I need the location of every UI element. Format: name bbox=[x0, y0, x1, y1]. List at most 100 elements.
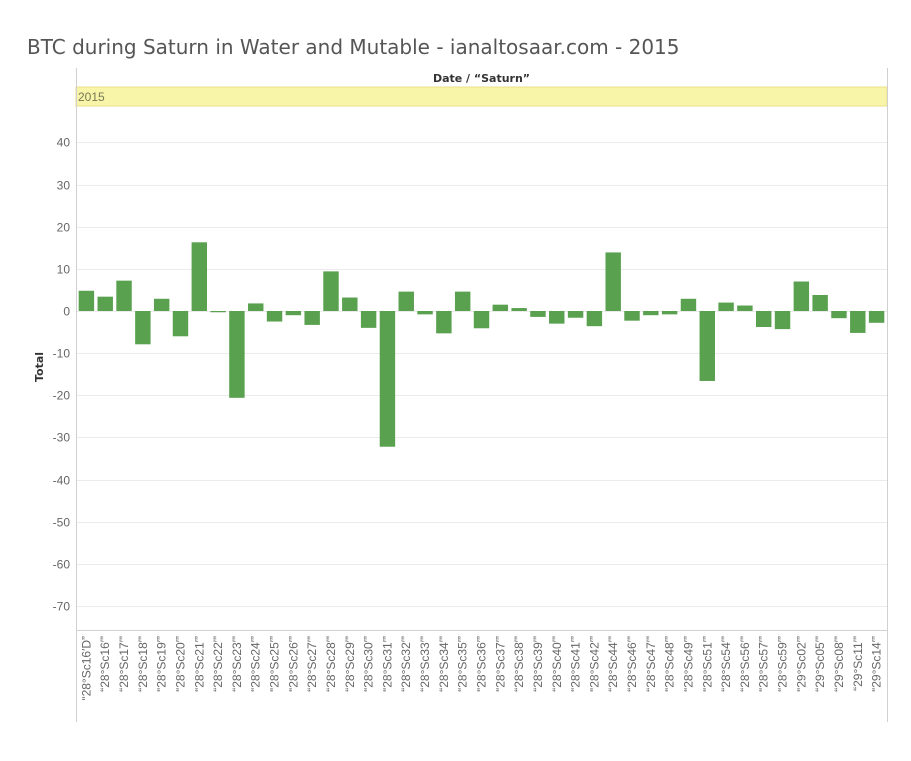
y-tick-label: 20 bbox=[57, 221, 71, 235]
x-tick-label: “28°Sc59′” bbox=[776, 636, 790, 692]
bar[interactable] bbox=[680, 298, 697, 311]
x-tick-label: “28°Sc18′” bbox=[136, 636, 150, 692]
y-tick-label: -30 bbox=[53, 431, 71, 445]
bar[interactable] bbox=[210, 311, 226, 313]
bar[interactable] bbox=[756, 311, 772, 328]
x-tick-label: “28°Sc33′” bbox=[418, 636, 432, 692]
x-tick-label: “28°Sc38′” bbox=[512, 636, 526, 692]
x-tick-label: “28°Sc54′” bbox=[719, 636, 733, 692]
bar[interactable] bbox=[718, 302, 734, 311]
year-band[interactable] bbox=[75, 86, 888, 107]
x-tick-label: “28°Sc47′” bbox=[644, 636, 658, 692]
bar[interactable] bbox=[135, 311, 151, 345]
bar[interactable] bbox=[436, 311, 452, 334]
x-tick-label: “28°Sc30′” bbox=[362, 636, 376, 692]
x-tick-label: “29°Sc11′” bbox=[851, 636, 865, 691]
y-tick-label: -70 bbox=[53, 600, 71, 614]
bar[interactable] bbox=[868, 311, 885, 323]
x-tick-label: “28°Sc56′” bbox=[738, 636, 752, 692]
y-tick-label: -60 bbox=[53, 558, 71, 572]
bar[interactable] bbox=[153, 298, 170, 311]
bar[interactable] bbox=[417, 311, 433, 315]
bar[interactable] bbox=[737, 305, 753, 311]
x-tick-label: “28°Sc23′” bbox=[230, 636, 244, 692]
x-tick-label: “28°Sc24′” bbox=[249, 636, 263, 692]
bar[interactable] bbox=[812, 294, 828, 311]
x-tick-label: “29°Sc14′” bbox=[870, 636, 884, 692]
bar[interactable] bbox=[304, 311, 320, 325]
bar[interactable] bbox=[248, 303, 264, 311]
x-tick-label: “28°Sc25′” bbox=[268, 636, 282, 692]
bar[interactable] bbox=[511, 308, 527, 311]
bar[interactable] bbox=[473, 311, 490, 329]
bar[interactable] bbox=[229, 311, 245, 398]
y-tick-label: 30 bbox=[57, 179, 71, 193]
bar[interactable] bbox=[549, 311, 565, 324]
column-header: Date / “Saturn” bbox=[433, 72, 530, 85]
column-header-area: Date / “Saturn” 2015 bbox=[75, 72, 888, 107]
x-tick-label: “28°Sc22′” bbox=[211, 636, 225, 692]
y-tick-label: -20 bbox=[53, 389, 71, 403]
chart-title: BTC during Saturn in Water and Mutable -… bbox=[27, 35, 680, 59]
year-band-label: 2015 bbox=[78, 90, 105, 104]
bar[interactable] bbox=[661, 311, 678, 315]
x-tick-label: “28°Sc29′” bbox=[343, 636, 357, 692]
x-axis-labels: “28°Sc16′D” “28°Sc16′” “28°Sc17′” “28°Sc18′… bbox=[79, 636, 883, 700]
bars bbox=[78, 242, 885, 447]
bar[interactable] bbox=[191, 242, 208, 311]
x-tick-label: “28°Sc40′” bbox=[550, 636, 564, 692]
x-tick-label: “28°Sc57′” bbox=[757, 636, 771, 692]
y-tick-label: 0 bbox=[63, 305, 70, 319]
bar[interactable] bbox=[342, 297, 358, 311]
x-tick-label: “29°Sc08′” bbox=[832, 636, 846, 692]
x-tick-label: “28°Sc49′” bbox=[681, 636, 695, 692]
x-tick-label: “28°Sc37′” bbox=[493, 636, 507, 692]
bar[interactable] bbox=[774, 311, 791, 330]
bar[interactable] bbox=[643, 311, 659, 316]
bar[interactable] bbox=[116, 280, 132, 311]
x-tick-label: “28°Sc36′” bbox=[475, 636, 489, 692]
bar[interactable] bbox=[567, 311, 584, 318]
bar[interactable] bbox=[97, 296, 113, 311]
y-tick-label: -40 bbox=[53, 474, 71, 488]
bar[interactable] bbox=[850, 311, 866, 333]
x-tick-label: “28°Sc27′” bbox=[305, 636, 319, 692]
x-tick-label: “28°Sc26′” bbox=[286, 636, 300, 692]
x-tick-label: “28°Sc16′D” bbox=[79, 636, 93, 700]
y-axis-title: Total bbox=[33, 352, 46, 382]
bar[interactable] bbox=[323, 271, 339, 311]
bar[interactable] bbox=[360, 311, 377, 328]
x-tick-label: “29°Sc02′” bbox=[794, 636, 808, 692]
bar[interactable] bbox=[398, 291, 414, 311]
bar[interactable] bbox=[605, 252, 621, 311]
bar[interactable] bbox=[285, 311, 302, 316]
plot-frame bbox=[76, 68, 888, 722]
x-tick-label: “28°Sc17′” bbox=[117, 636, 131, 692]
x-tick-label: “28°Sc51′” bbox=[700, 636, 714, 692]
x-tick-label: “28°Sc35′” bbox=[456, 636, 470, 692]
x-tick-label: “28°Sc44′” bbox=[606, 636, 620, 692]
x-tick-label: “28°Sc32′” bbox=[399, 636, 413, 692]
gridlines bbox=[76, 142, 887, 607]
x-tick-label: “28°Sc48′” bbox=[663, 636, 677, 692]
bar[interactable] bbox=[379, 311, 396, 447]
bar[interactable] bbox=[831, 311, 847, 319]
bar[interactable] bbox=[624, 311, 640, 321]
bar[interactable] bbox=[699, 311, 715, 381]
bar[interactable] bbox=[793, 281, 810, 312]
y-tick-label: 10 bbox=[57, 263, 71, 277]
bar[interactable] bbox=[586, 311, 603, 327]
x-tick-label: “28°Sc31′” bbox=[380, 636, 394, 692]
y-tick-label: 40 bbox=[57, 136, 71, 150]
bar[interactable] bbox=[454, 291, 471, 311]
bar[interactable] bbox=[530, 311, 546, 317]
bar[interactable] bbox=[266, 311, 283, 322]
bar[interactable] bbox=[492, 304, 509, 311]
bar[interactable] bbox=[172, 311, 189, 337]
x-tick-label: “28°Sc28′” bbox=[324, 636, 338, 692]
x-tick-label: “29°Sc05′” bbox=[813, 636, 827, 692]
x-tick-label: “28°Sc21′” bbox=[192, 636, 206, 692]
bar[interactable] bbox=[78, 290, 95, 311]
x-tick-label: “28°Sc34′” bbox=[437, 636, 451, 692]
x-tick-label: “28°Sc41′” bbox=[569, 636, 583, 692]
